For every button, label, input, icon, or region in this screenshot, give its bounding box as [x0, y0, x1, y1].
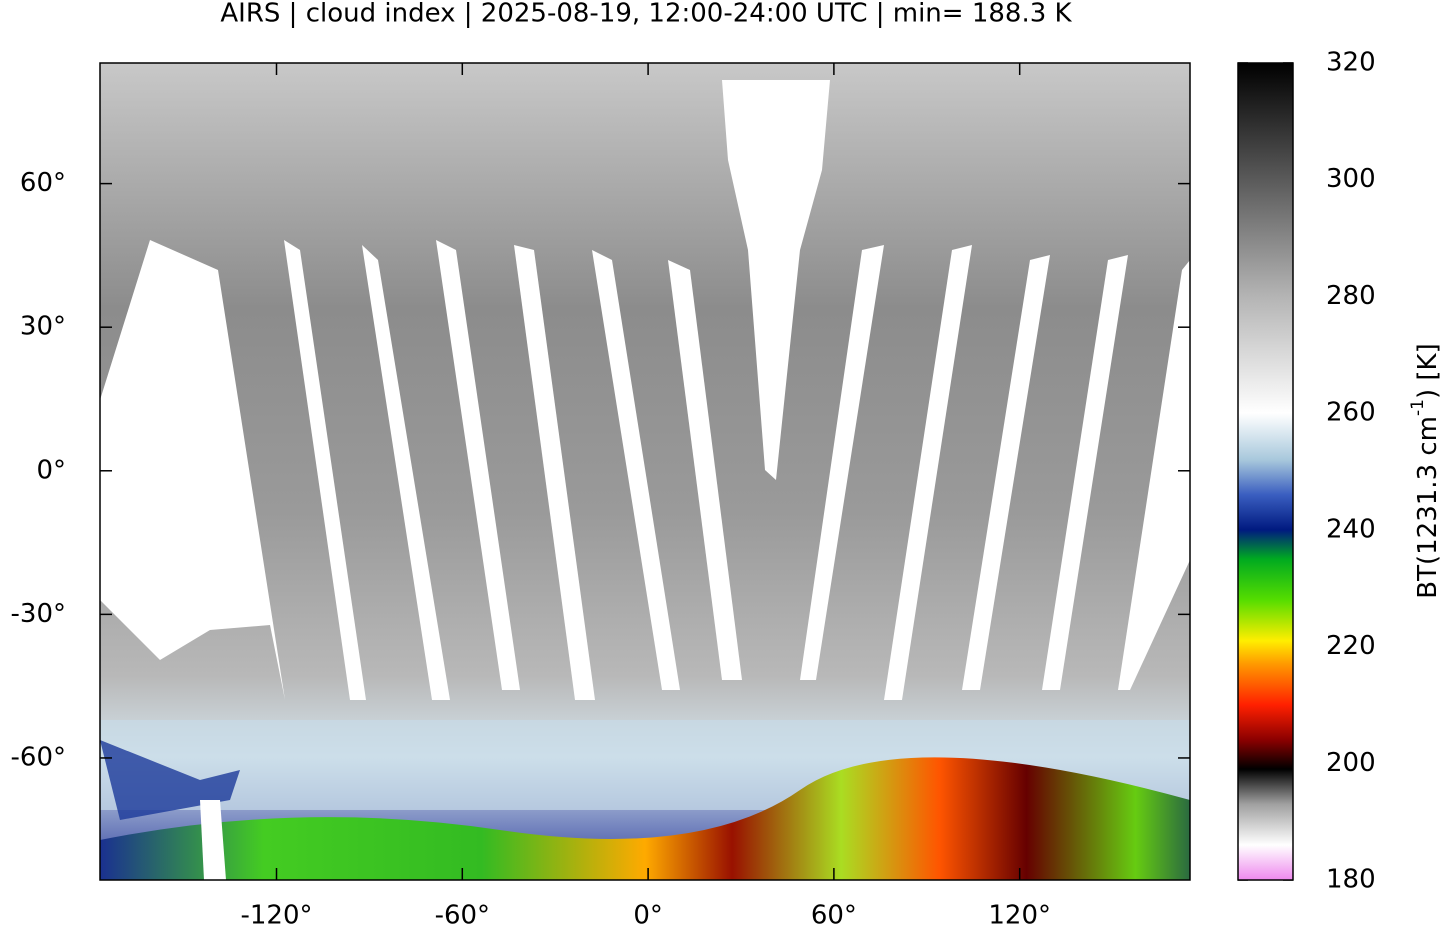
- colorbar-tick-label: 180: [1326, 865, 1376, 895]
- colorbar-tick-label: 200: [1326, 748, 1376, 778]
- colorbar-tick-label: 300: [1326, 164, 1376, 194]
- y-tick-label: -30°: [11, 599, 66, 629]
- colorbar-label: BT(1231.3 cm-1) [K]: [1408, 343, 1442, 598]
- colorbar-label-exponent: -1: [1408, 399, 1428, 416]
- x-tick-label: 60°: [811, 901, 857, 930]
- colorbar-tick-label: 320: [1326, 48, 1376, 78]
- x-tick-label: 120°: [988, 901, 1051, 930]
- x-tick-label: -60°: [435, 901, 490, 930]
- map-image: [100, 63, 1190, 880]
- y-tick-label: 30°: [20, 312, 66, 342]
- swath-gaps: [100, 80, 1190, 880]
- x-tick-label: 0°: [633, 901, 663, 930]
- title: AIRS | cloud index | 2025-08-19, 12:00-2…: [220, 0, 1072, 29]
- x-tick-label: -120°: [240, 901, 312, 930]
- colorbar-label-text: ) [K]: [1413, 343, 1442, 399]
- y-tick-label: 0°: [36, 455, 66, 485]
- antarctica: [100, 757, 1190, 880]
- colorbar-label-text: BT(1231.3 cm: [1413, 416, 1442, 599]
- colorbar: [1237, 62, 1294, 881]
- colorbar-tick-label: 220: [1326, 631, 1376, 661]
- colorbar-tick-label: 280: [1326, 281, 1376, 311]
- y-tick-label: 60°: [20, 168, 66, 198]
- y-tick-label: -60°: [11, 742, 66, 772]
- colorbar-tick-label: 260: [1326, 398, 1376, 428]
- colorbar-tick-label: 240: [1326, 514, 1376, 544]
